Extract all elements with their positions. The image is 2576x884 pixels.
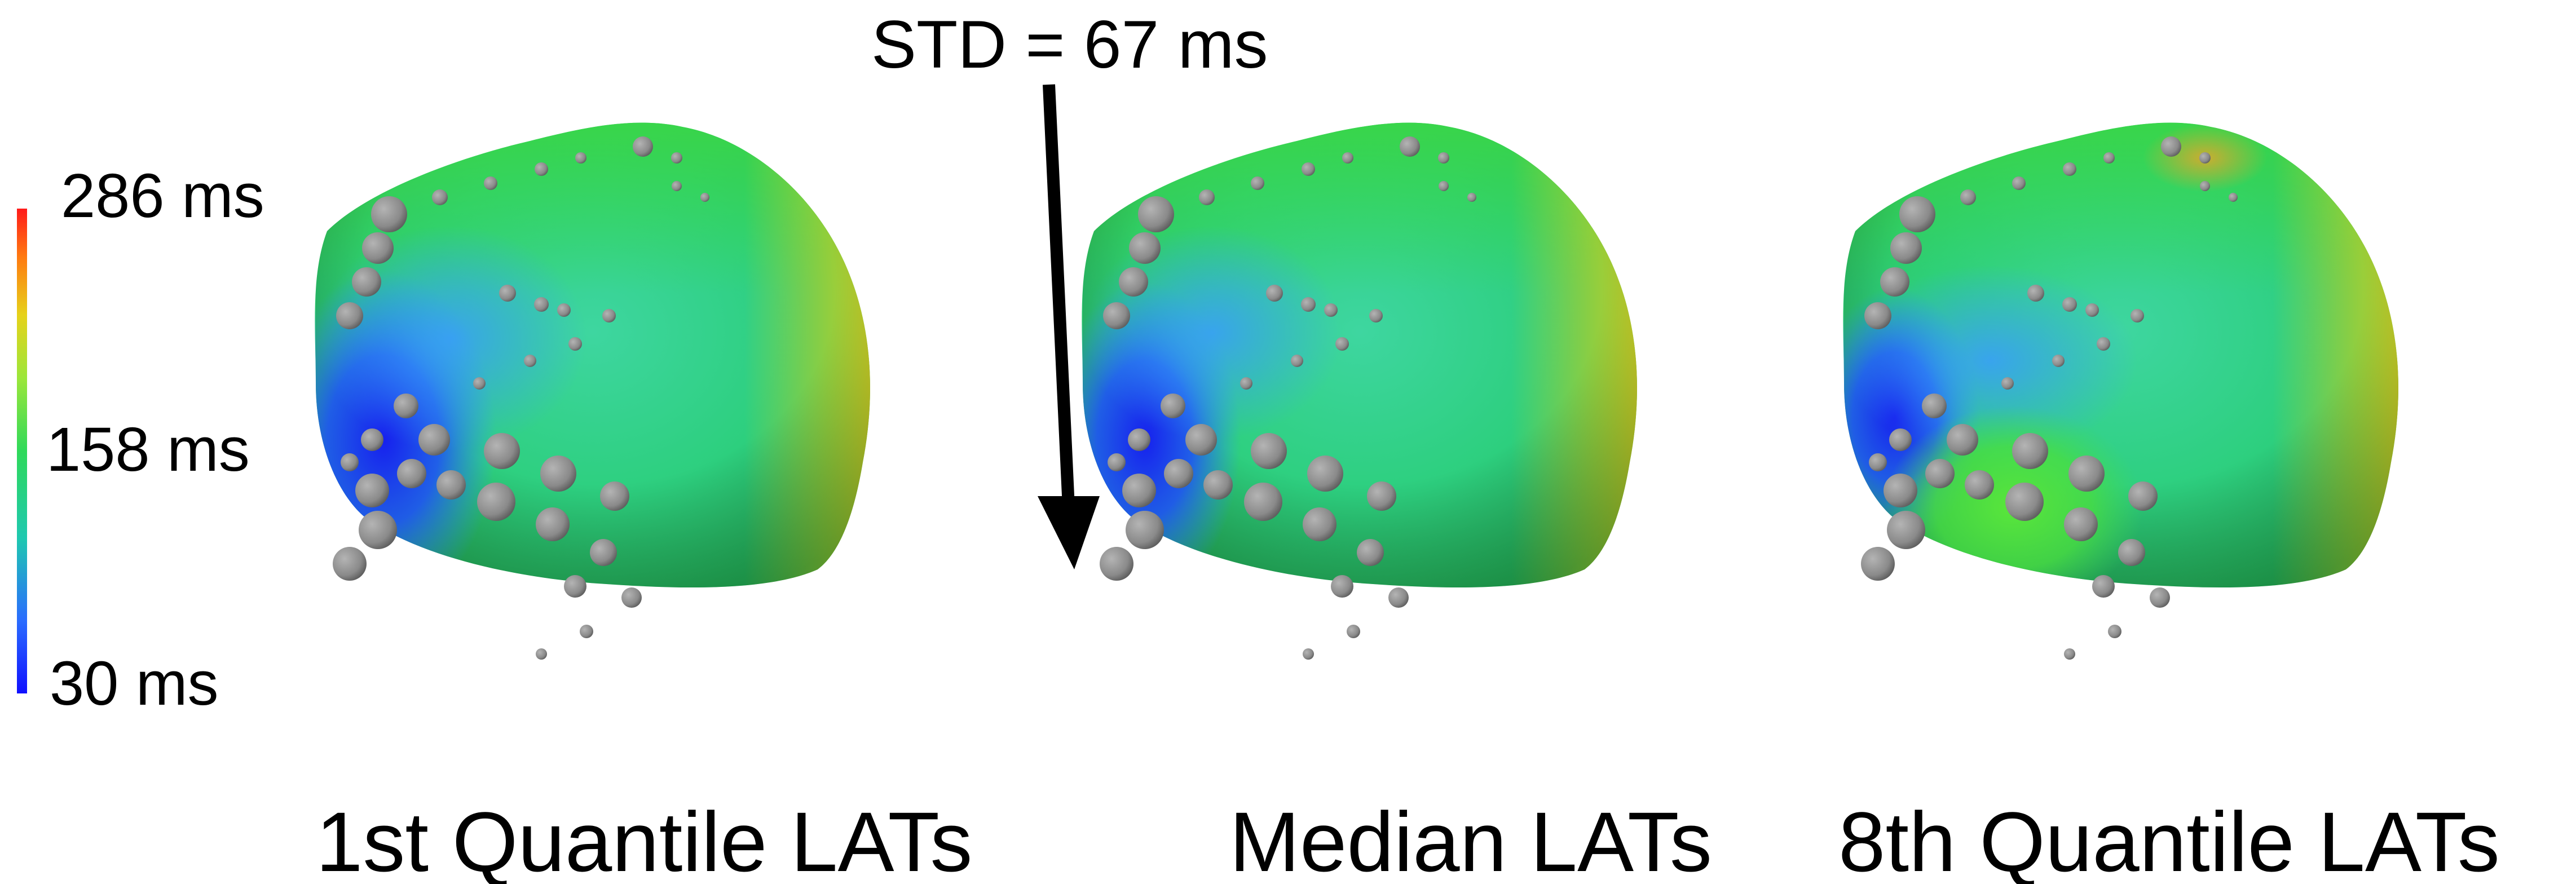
colorbar-max-label: 286 ms (61, 161, 264, 231)
std-annotation: STD = 67 ms (871, 7, 1268, 569)
caption-q1: 1st Quantile LATs (316, 794, 972, 884)
caption-q8: 8th Quantile LATs (1838, 794, 2500, 884)
atrium-map-q8 (1810, 113, 2408, 660)
colorbar-mid-label: 158 ms (46, 415, 250, 484)
caption-median: Median LATs (1229, 794, 1712, 884)
electrode-markers (333, 136, 709, 660)
std-arrow-shaft (1043, 84, 1075, 508)
std-arrow-head (1038, 496, 1100, 569)
electrode-markers (1861, 136, 2238, 660)
atrium-map-median (1082, 113, 1647, 660)
colorbar-min-label: 30 ms (50, 649, 219, 718)
colorbar-gradient (17, 209, 27, 693)
std-annotation-text: STD = 67 ms (871, 7, 1268, 82)
electrode-markers (1100, 136, 1476, 660)
colorbar: 286 ms 158 ms 30 ms (17, 161, 264, 718)
atrium-map-q1 (315, 113, 880, 660)
